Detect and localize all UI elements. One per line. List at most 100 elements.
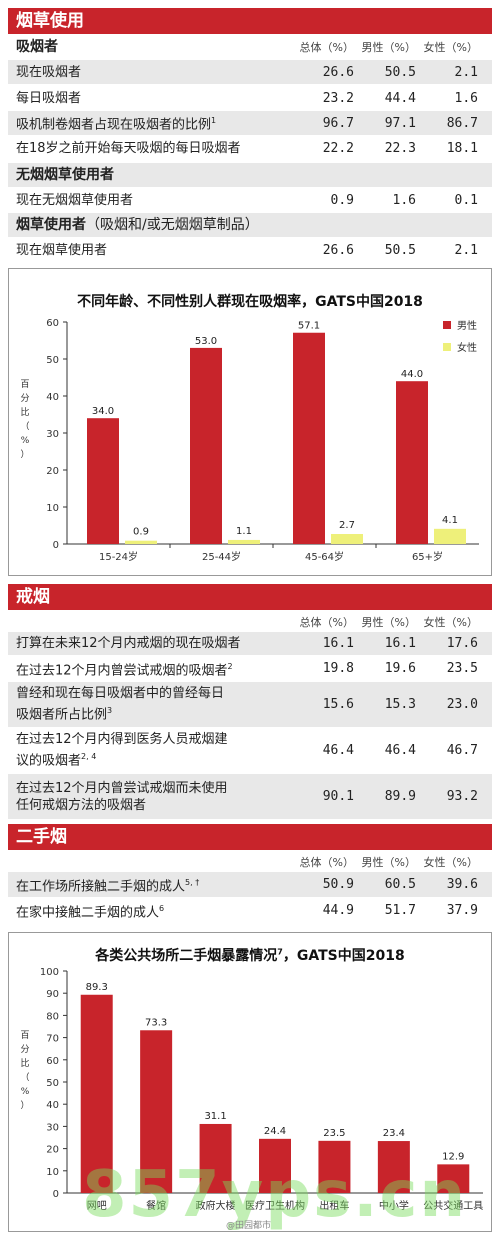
legend-label-male: 男性 bbox=[457, 319, 477, 332]
x-tick-label: 出租车 bbox=[319, 1199, 349, 1212]
table-row: 在18岁之前开始每天吸烟的每日吸烟者 22.2 22.3 18.1 bbox=[8, 136, 492, 161]
y-axis-label: 分 bbox=[20, 1044, 29, 1055]
row-label-text: 在工作场所接触二手烟的成人 bbox=[16, 879, 186, 895]
bar-male bbox=[190, 347, 222, 544]
section-title: 烟草使用 bbox=[16, 11, 84, 31]
row-male: 15.3 bbox=[384, 697, 416, 712]
col-female-header: 女性（%） bbox=[423, 855, 478, 869]
any-tobacco-heading-row: 烟草使用者（吸烟和/或无烟烟草制品） bbox=[8, 213, 492, 238]
section-header-secondhand: 二手烟 bbox=[8, 824, 492, 850]
y-tick-label: 100 bbox=[40, 967, 59, 978]
y-tick-label: 80 bbox=[46, 1011, 59, 1022]
y-tick-label: 10 bbox=[46, 503, 59, 514]
x-tick-label: 公共交通工具 bbox=[423, 1199, 483, 1212]
bar-label-female: 1.1 bbox=[236, 526, 252, 537]
bar-label: 23.4 bbox=[383, 1128, 405, 1139]
legend-label-female: 女性 bbox=[457, 341, 477, 354]
row-male: 1.6 bbox=[392, 192, 416, 208]
chart-title: 不同年龄、不同性别人群现在吸烟率，GATS中国2018 bbox=[77, 294, 423, 310]
x-tick-label: 45-64岁 bbox=[305, 550, 344, 563]
footnote-mark: 3 bbox=[107, 706, 113, 716]
y-tick-label: 70 bbox=[46, 1034, 59, 1045]
bar-label: 89.3 bbox=[86, 982, 108, 993]
y-tick-label: 20 bbox=[46, 466, 59, 477]
bar-label: 24.4 bbox=[264, 1126, 286, 1137]
row-label-text-line2: 吸烟者所占比例 bbox=[16, 707, 108, 723]
any-tobacco-heading: 烟草使用者（吸烟和/或无烟烟草制品） bbox=[8, 217, 492, 234]
col-male-header: 男性（%） bbox=[361, 615, 416, 629]
bar bbox=[377, 1141, 410, 1193]
x-tick-label: 餐馆 bbox=[146, 1199, 166, 1212]
row-total: 16.1 bbox=[322, 636, 354, 651]
bar bbox=[437, 1164, 470, 1193]
row-total: 96.7 bbox=[322, 115, 354, 131]
row-label-text-line2: 议的吸烟者 bbox=[16, 753, 82, 769]
row-total: 50.9 bbox=[322, 877, 354, 892]
bar bbox=[140, 1030, 173, 1193]
y-tick-label: 10 bbox=[46, 1167, 59, 1178]
footnote-mark: 5, † bbox=[185, 877, 200, 887]
row-male: 16.1 bbox=[384, 636, 416, 651]
row-label-text: 在18岁之前开始每天吸烟的每日吸烟者 bbox=[16, 140, 241, 156]
y-axis-label: % bbox=[21, 436, 30, 446]
row-total: 0.9 bbox=[330, 192, 354, 208]
row-label-text: 在过去12个月内得到医务人员戒烟建 bbox=[16, 732, 228, 748]
y-tick-label: 40 bbox=[46, 1100, 59, 1111]
col-total-header: 总体（%） bbox=[299, 855, 354, 869]
smokeless-heading: 无烟烟草使用者 bbox=[16, 166, 114, 183]
row-male: 50.5 bbox=[384, 242, 416, 258]
bar-label-female: 2.7 bbox=[339, 520, 355, 531]
col-total-header: 总体（%） bbox=[299, 615, 354, 629]
row-label-text: 在过去12个月内曾尝试戒烟的吸烟者 bbox=[16, 663, 228, 679]
smokeless-heading-row: 无烟烟草使用者 bbox=[8, 163, 492, 188]
legend-swatch-female bbox=[443, 343, 451, 351]
col-male-header: 男性（%） bbox=[361, 855, 416, 869]
x-tick-label: 25-44岁 bbox=[202, 550, 241, 563]
row-label: 在18岁之前开始每天吸烟的每日吸烟者 bbox=[8, 140, 292, 157]
bar-male bbox=[293, 332, 325, 544]
row-label: 在工作场所接触二手烟的成人5, † bbox=[8, 874, 292, 895]
table-row: 现在吸烟者 26.6 50.5 2.1 bbox=[8, 60, 492, 85]
chart-title-main: 各类公共场所二手烟暴露情况 bbox=[95, 948, 278, 964]
chart-smoking-by-age-sex: 不同年龄、不同性别人群现在吸烟率，GATS中国2018 0 10 20 30 40 50 6… bbox=[8, 268, 492, 576]
bar-label-male: 44.0 bbox=[401, 369, 423, 380]
chart-title: 各类公共场所二手烟暴露情况7，GATS中国2018 bbox=[9, 945, 491, 965]
table-row: 在过去12个月内得到医务人员戒烟建 议的吸烟者2, 4 46.4 46.4 46.7 bbox=[8, 728, 492, 774]
row-label-text: 曾经和现在每日吸烟者中的曾经每日 bbox=[16, 686, 225, 702]
bar-label-female: 0.9 bbox=[133, 527, 149, 538]
row-total: 26.6 bbox=[322, 242, 354, 258]
bar-female bbox=[331, 534, 363, 544]
row-label: 在过去12个月内曾尝试戒烟的吸烟者2 bbox=[8, 658, 292, 679]
row-total: 23.2 bbox=[322, 90, 354, 106]
table-row: 打算在未来12个月内戒烟的现在吸烟者 16.1 16.1 17.6 bbox=[8, 632, 492, 656]
row-label: 现在吸烟者 bbox=[8, 64, 292, 81]
row-total: 22.2 bbox=[322, 140, 354, 156]
y-axis-label: 分 bbox=[20, 393, 29, 404]
table-row: 曾经和现在每日吸烟者中的曾经每日 吸烟者所占比例3 15.6 15.3 23.0 bbox=[8, 682, 492, 728]
row-female: 18.1 bbox=[446, 140, 478, 156]
row-label: 打算在未来12个月内戒烟的现在吸烟者 bbox=[8, 635, 292, 652]
y-tick-label: 50 bbox=[46, 355, 59, 366]
bar-female bbox=[228, 539, 260, 544]
y-tick-label: 30 bbox=[46, 429, 59, 440]
row-male: 22.3 bbox=[384, 140, 416, 156]
row-female: 17.6 bbox=[446, 636, 478, 651]
y-tick-label: 20 bbox=[46, 1145, 59, 1156]
row-label: 曾经和现在每日吸烟者中的曾经每日 吸烟者所占比例3 bbox=[8, 685, 292, 723]
bar bbox=[318, 1140, 351, 1193]
col-male-header: 男性（%） bbox=[361, 41, 416, 54]
bar-label-male: 53.0 bbox=[195, 336, 217, 347]
row-label-text: 在过去12个月内曾尝试戒烟而未使用 bbox=[16, 780, 228, 796]
row-total: 15.6 bbox=[322, 697, 354, 712]
row-label: 在家中接触二手烟的成人6 bbox=[8, 900, 292, 921]
any-tobacco-heading-plain: （吸烟和/或无烟烟草制品） bbox=[86, 216, 259, 233]
row-label-text: 每日吸烟者 bbox=[16, 90, 82, 106]
y-axis-label: 百 bbox=[20, 379, 29, 390]
section-title: 戒烟 bbox=[16, 587, 50, 607]
x-tick-label: 网吧 bbox=[87, 1200, 107, 1212]
row-label: 现在烟草使用者 bbox=[16, 242, 108, 258]
row-label-text: 在家中接触二手烟的成人 bbox=[16, 905, 160, 921]
watermark-credit: @田园都市 bbox=[226, 1221, 272, 1231]
y-axis-label: ） bbox=[20, 449, 29, 460]
row-label: 现在无烟烟草使用者 bbox=[16, 192, 134, 208]
